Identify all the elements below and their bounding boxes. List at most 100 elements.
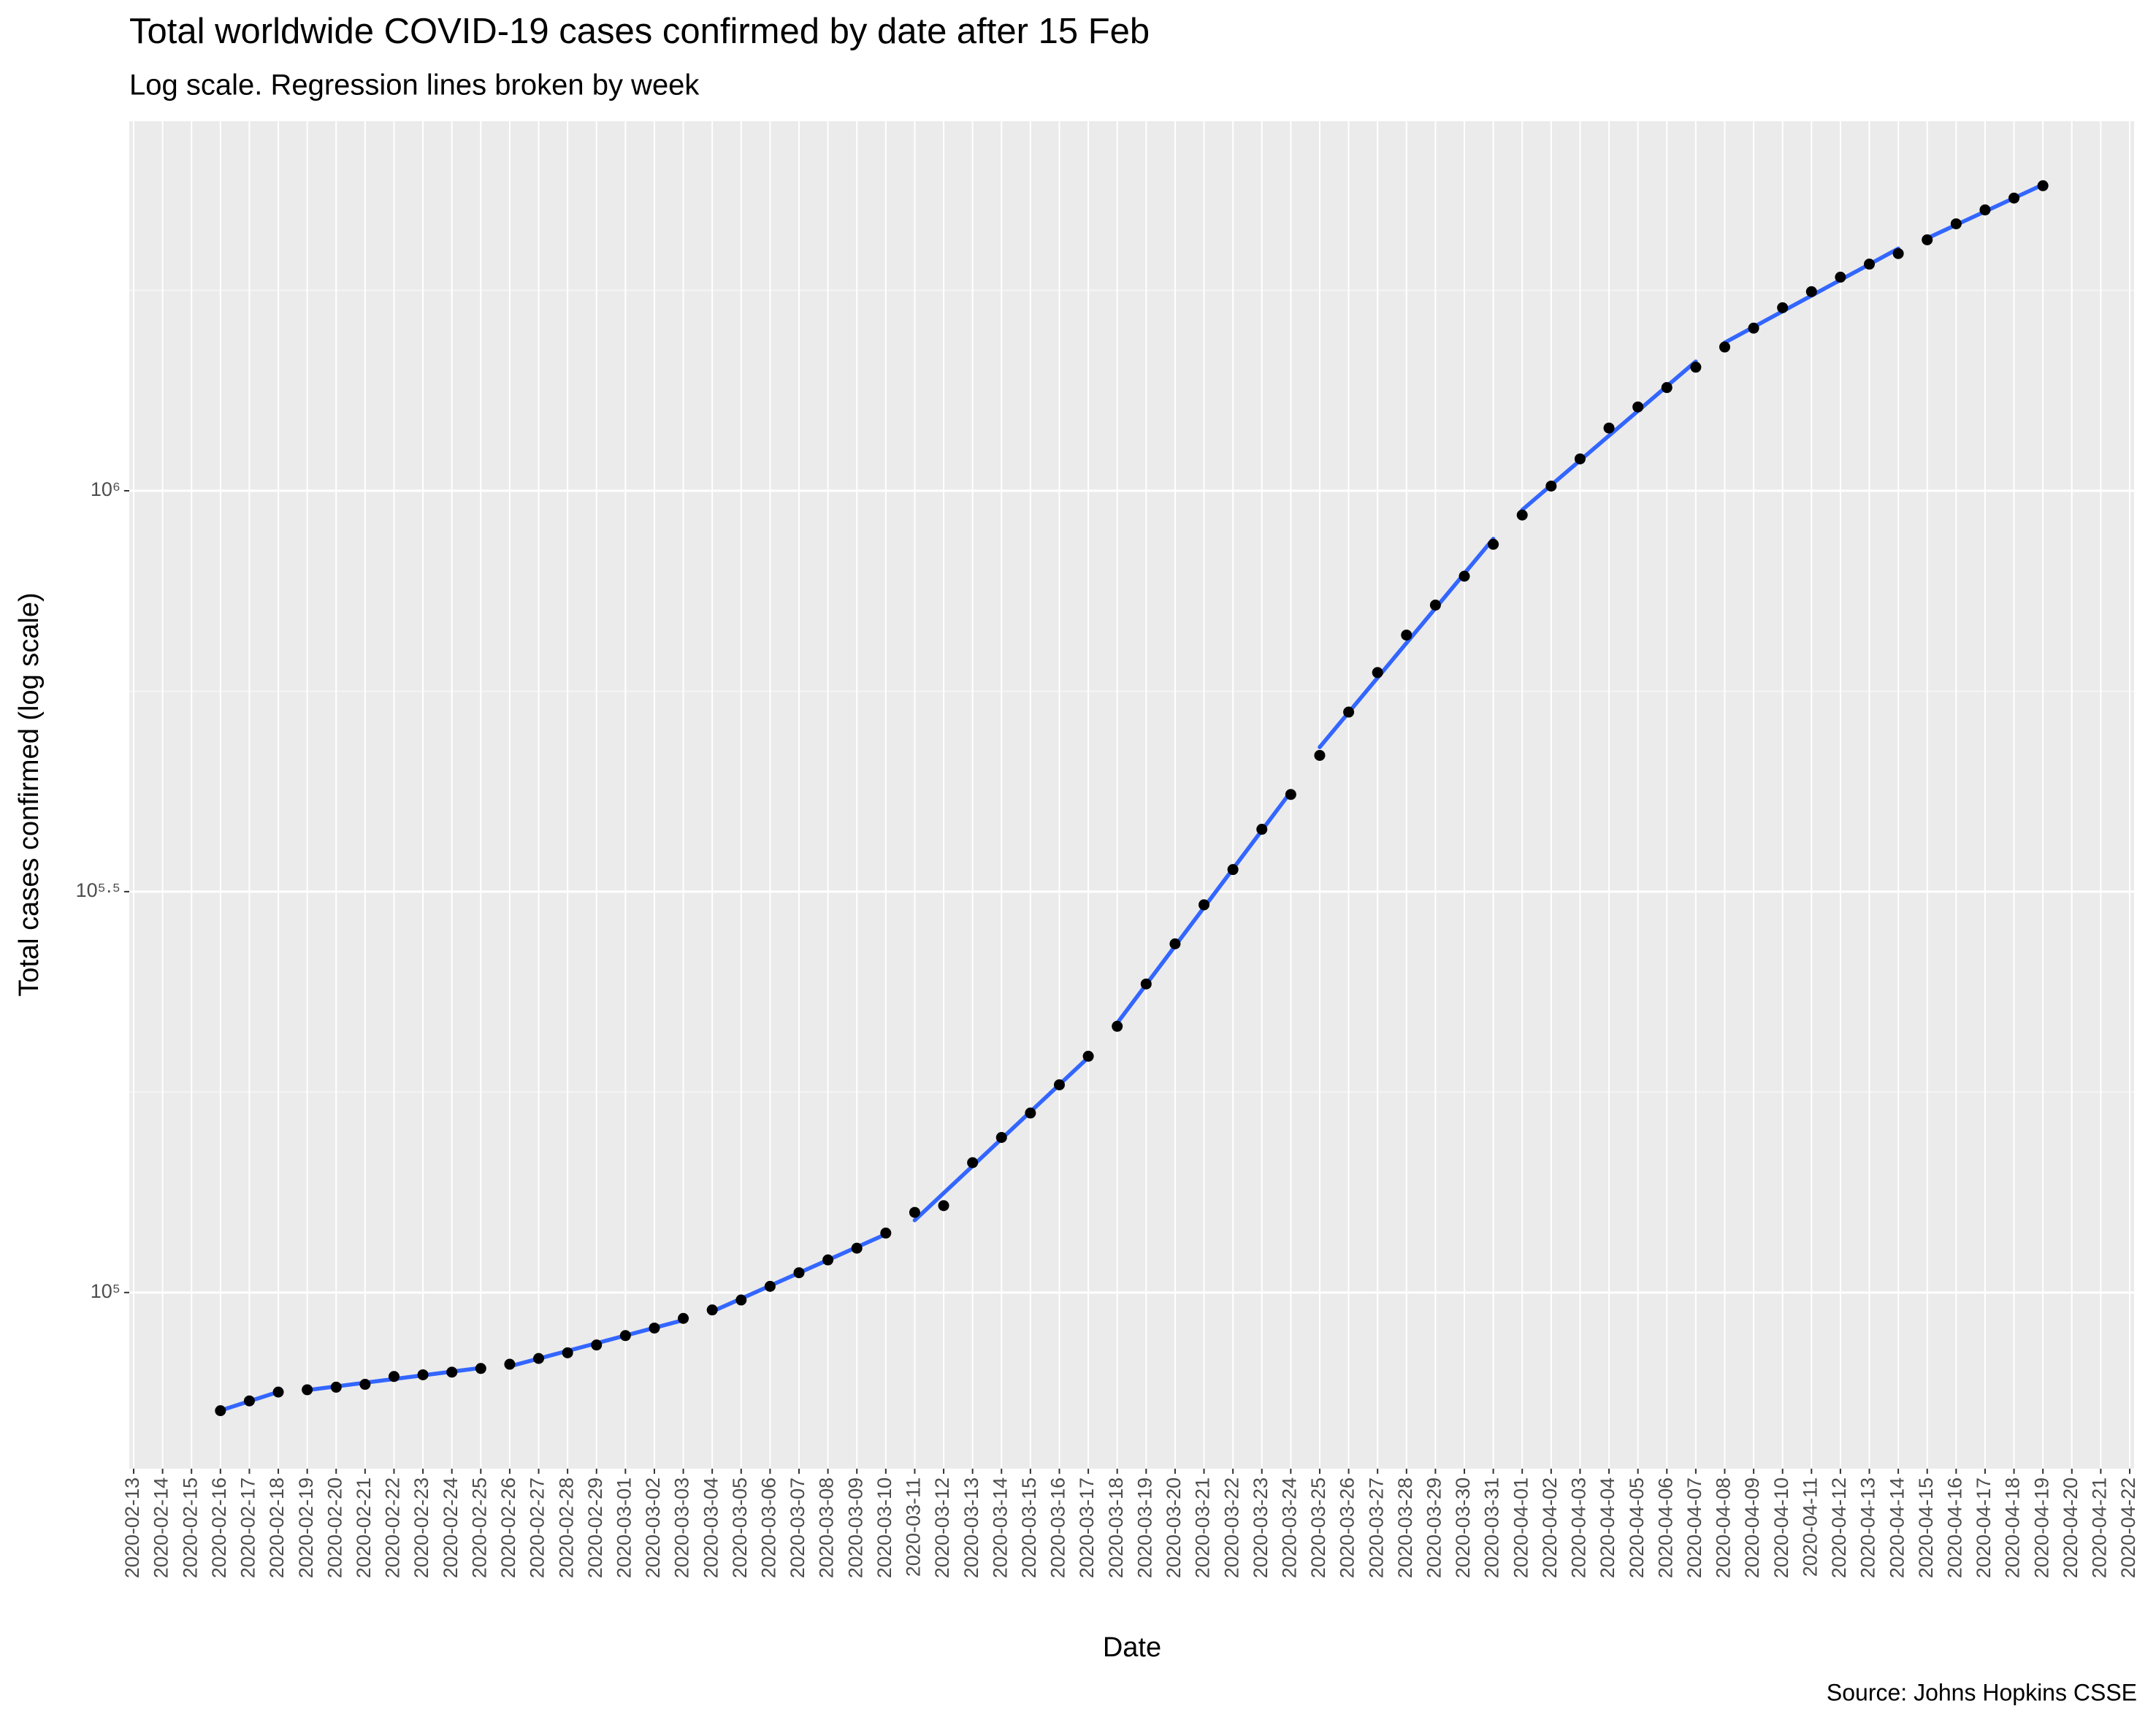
data-point	[793, 1267, 805, 1279]
x-tick-label: 2020-04-10	[1770, 1477, 1792, 1578]
x-tick-label: 2020-04-14	[1886, 1477, 1908, 1578]
x-tick-label: 2020-02-20	[324, 1477, 345, 1578]
data-point	[1314, 749, 1326, 761]
x-tick-label: 2020-02-13	[121, 1477, 143, 1578]
data-point	[504, 1358, 516, 1370]
data-point	[1661, 382, 1673, 394]
x-tick-label: 2020-04-03	[1568, 1477, 1590, 1578]
data-point	[1950, 218, 1962, 229]
x-tick-label: 2020-03-14	[989, 1477, 1011, 1578]
data-point	[1979, 204, 1991, 215]
data-point	[1690, 362, 1702, 373]
data-point	[1429, 600, 1441, 611]
data-point	[591, 1339, 603, 1351]
data-point	[302, 1384, 313, 1396]
x-tick-label: 2020-03-26	[1337, 1477, 1358, 1578]
x-tick-label: 2020-03-31	[1481, 1477, 1503, 1578]
y-tick-label: 10⁵	[91, 1280, 121, 1302]
plot-background	[129, 121, 2134, 1469]
x-tick-label: 2020-04-19	[2030, 1477, 2052, 1578]
x-tick-label: 2020-03-28	[1394, 1477, 1416, 1578]
x-tick-label: 2020-03-24	[1278, 1477, 1300, 1578]
data-point	[1835, 272, 1846, 283]
x-tick-label: 2020-03-22	[1220, 1477, 1242, 1578]
data-point	[967, 1157, 979, 1169]
x-tick-label: 2020-03-16	[1047, 1477, 1069, 1578]
x-tick-label: 2020-03-20	[1163, 1477, 1185, 1578]
x-tick-label: 2020-02-29	[584, 1477, 606, 1578]
data-point	[678, 1312, 689, 1324]
data-point	[1227, 864, 1239, 876]
x-tick-label: 2020-02-21	[353, 1477, 375, 1578]
x-tick-label: 2020-04-20	[2060, 1477, 2082, 1578]
x-tick-label: 2020-02-23	[410, 1477, 432, 1578]
data-point	[359, 1379, 371, 1391]
data-point	[215, 1405, 226, 1417]
data-point	[1199, 899, 1210, 911]
data-point	[649, 1322, 660, 1334]
x-tick-label: 2020-03-27	[1365, 1477, 1387, 1578]
data-point	[1140, 978, 1152, 990]
data-point	[1343, 706, 1355, 718]
data-point	[1169, 938, 1181, 949]
data-point	[1748, 322, 1759, 334]
x-tick-label: 2020-04-04	[1597, 1477, 1618, 1578]
x-tick-label: 2020-02-22	[382, 1477, 404, 1578]
source-note: Source: Johns Hopkins CSSE	[1827, 1679, 2137, 1705]
x-tick-label: 2020-04-12	[1828, 1477, 1850, 1578]
data-point	[417, 1369, 429, 1380]
x-tick-label: 2020-02-28	[555, 1477, 577, 1578]
data-point	[909, 1206, 920, 1218]
x-tick-label: 2020-04-09	[1741, 1477, 1763, 1578]
x-tick-label: 2020-04-18	[2002, 1477, 2024, 1578]
x-tick-label: 2020-02-25	[468, 1477, 490, 1578]
y-tick-label: 10⁶	[91, 478, 121, 500]
data-point	[851, 1242, 863, 1254]
x-tick-label: 2020-04-07	[1683, 1477, 1705, 1578]
x-tick-label: 2020-03-18	[1105, 1477, 1127, 1578]
x-tick-label: 2020-03-23	[1250, 1477, 1272, 1578]
x-tick-label: 2020-04-11	[1799, 1477, 1821, 1577]
x-tick-label: 2020-02-24	[440, 1477, 462, 1578]
x-tick-label: 2020-04-08	[1713, 1477, 1735, 1578]
x-tick-label: 2020-03-05	[729, 1477, 751, 1578]
x-tick-label: 2020-03-07	[787, 1477, 808, 1578]
x-axis-title: Date	[1103, 1632, 1161, 1663]
data-point	[1256, 824, 1268, 835]
data-point	[533, 1353, 545, 1364]
x-tick-label: 2020-03-29	[1423, 1477, 1445, 1578]
chart-subtitle: Log scale. Regression lines broken by we…	[129, 69, 700, 102]
data-point	[562, 1347, 573, 1358]
data-point	[1864, 259, 1876, 270]
data-point	[880, 1227, 892, 1239]
x-tick-label: 2020-03-11	[903, 1477, 925, 1577]
data-point	[735, 1294, 747, 1306]
x-tick-label: 2020-03-10	[874, 1477, 895, 1578]
data-point	[1719, 341, 1730, 353]
x-tick-label: 2020-03-03	[671, 1477, 693, 1578]
data-point	[1112, 1020, 1123, 1032]
data-point	[330, 1381, 342, 1393]
x-tick-label: 2020-04-16	[1943, 1477, 1965, 1578]
x-tick-label: 2020-03-19	[1134, 1477, 1155, 1578]
data-point	[1632, 401, 1644, 413]
data-point	[1025, 1107, 1036, 1119]
data-point	[1805, 286, 1817, 297]
x-tick-label: 2020-04-21	[2089, 1477, 2111, 1578]
x-tick-label: 2020-02-19	[295, 1477, 317, 1578]
x-tick-label: 2020-04-02	[1539, 1477, 1561, 1578]
data-point	[1892, 248, 1904, 259]
x-tick-label: 2020-03-06	[758, 1477, 780, 1578]
data-point	[619, 1330, 631, 1342]
x-tick-label: 2020-03-25	[1307, 1477, 1329, 1578]
data-point	[1372, 667, 1383, 678]
data-point	[1082, 1050, 1094, 1062]
y-axis-title: Total cases confirmed (log scale)	[14, 592, 45, 996]
data-point	[1603, 422, 1615, 434]
data-point	[938, 1200, 949, 1212]
x-tick-label: 2020-03-08	[816, 1477, 838, 1578]
x-tick-label: 2020-02-15	[179, 1477, 201, 1578]
data-point	[1574, 453, 1586, 464]
data-point	[2037, 180, 2049, 191]
